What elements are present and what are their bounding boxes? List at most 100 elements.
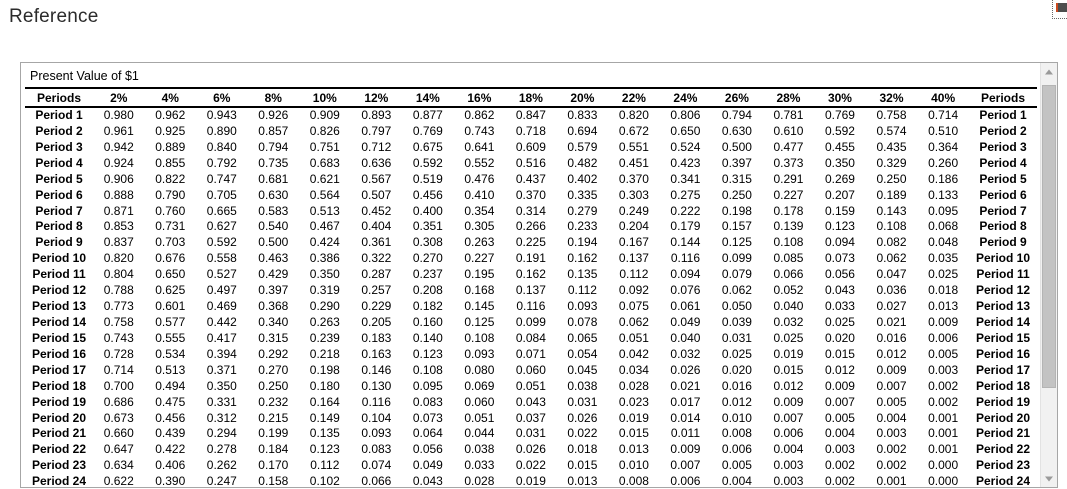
- pv-value: 0.198: [309, 362, 340, 377]
- row-label-right: Period 3: [979, 139, 1027, 154]
- pv-value: 0.018: [928, 283, 959, 298]
- pv-value: 0.164: [309, 394, 340, 409]
- table-row: Period 14 0.758 0.577 0.442 0.340 0.263 0.205 0…: [25, 315, 1037, 331]
- pv-value: 0.021: [670, 378, 701, 393]
- row-label-right: Period 4: [979, 155, 1027, 170]
- pv-value: 0.853: [103, 219, 134, 234]
- pv-value: 0.792: [206, 155, 237, 170]
- pv-value: 0.364: [928, 139, 959, 154]
- pv-value: 0.731: [155, 219, 186, 234]
- pv-value: 0.513: [309, 203, 340, 218]
- pv-value: 0.314: [515, 203, 546, 218]
- table-row: Period 20 0.673 0.456 0.312 0.215 0.149 0.104 0…: [25, 411, 1037, 427]
- pv-value: 0.083: [412, 394, 443, 409]
- pv-value: 0.636: [361, 155, 392, 170]
- pv-value: 0.006: [773, 426, 804, 441]
- pv-value: 0.092: [618, 283, 649, 298]
- pv-value: 0.564: [309, 187, 340, 202]
- pv-value: 0.199: [258, 426, 289, 441]
- pv-value: 0.018: [567, 442, 598, 457]
- pv-value: 0.728: [103, 346, 134, 361]
- pv-value: 0.085: [773, 251, 804, 266]
- row-label-left: Period 5: [35, 171, 83, 186]
- pv-value: 0.043: [412, 474, 443, 487]
- column-header-24pct: 24%: [659, 87, 712, 108]
- pv-value: 0.781: [773, 108, 804, 122]
- vertical-scrollbar[interactable]: [1040, 63, 1057, 487]
- table-row: Period 17 0.714 0.513 0.371 0.270 0.198 0.146 0…: [25, 363, 1037, 379]
- pv-value: 0.820: [618, 108, 649, 122]
- pv-value: 0.925: [155, 123, 186, 138]
- pv-value: 0.622: [103, 474, 134, 487]
- pv-value: 0.558: [206, 251, 237, 266]
- pv-value: 0.278: [206, 442, 237, 457]
- scroll-down-button[interactable]: [1041, 470, 1057, 487]
- pv-value: 0.225: [515, 235, 546, 250]
- table-scroll-area[interactable]: Present Value of $1 Periods 2% 4% 6% 8% 10% 12…: [21, 63, 1040, 487]
- pv-value: 0.847: [515, 108, 546, 122]
- pv-value: 0.184: [258, 442, 289, 457]
- pv-value: 0.233: [567, 219, 598, 234]
- pv-value: 0.007: [876, 378, 907, 393]
- pv-value: 0.074: [361, 458, 392, 473]
- pv-value: 0.718: [515, 123, 546, 138]
- pv-value: 0.650: [670, 123, 701, 138]
- pv-value: 0.047: [876, 267, 907, 282]
- pv-value: 0.125: [464, 314, 495, 329]
- pv-value: 0.056: [412, 442, 443, 457]
- pv-value: 0.034: [618, 362, 649, 377]
- scrollbar-thumb[interactable]: [1042, 85, 1056, 388]
- pv-value: 0.769: [412, 123, 443, 138]
- row-label-right: Period 14: [975, 314, 1031, 329]
- column-header-periods: Periods: [969, 87, 1037, 108]
- pv-value: 0.170: [258, 458, 289, 473]
- pv-value: 0.001: [928, 426, 959, 441]
- corner-clipped-widget[interactable]: [1052, 0, 1067, 19]
- pv-value: 0.237: [412, 267, 443, 282]
- pv-value: 0.650: [155, 267, 186, 282]
- row-label-left: Period 8: [35, 219, 83, 234]
- pv-value: 0.877: [412, 108, 443, 122]
- pv-value: 0.026: [670, 362, 701, 377]
- pv-value: 0.073: [412, 410, 443, 425]
- pv-value: 0.456: [412, 187, 443, 202]
- pv-value: 0.112: [619, 267, 649, 282]
- pv-value: 0.592: [206, 235, 237, 250]
- drag-handle-icon[interactable]: [1056, 3, 1067, 12]
- table-row: Period 1 0.980 0.962 0.943 0.926 0.909 0.893 0.…: [25, 107, 1037, 124]
- pv-value: 0.012: [721, 394, 752, 409]
- pv-value: 0.500: [258, 235, 289, 250]
- pv-value: 0.027: [876, 299, 907, 314]
- pv-value: 0.943: [206, 108, 237, 122]
- row-label-left: Period 24: [31, 474, 87, 487]
- pv-value: 0.630: [721, 123, 752, 138]
- pv-value: 0.837: [103, 235, 134, 250]
- pv-value: 0.003: [824, 442, 855, 457]
- reference-panel: Present Value of $1 Periods 2% 4% 6% 8% 10% 12…: [20, 62, 1058, 488]
- pv-value: 0.239: [309, 330, 340, 345]
- pv-value: 0.195: [464, 267, 495, 282]
- pv-value: 0.822: [155, 171, 186, 186]
- pv-value: 0.099: [515, 314, 546, 329]
- pv-value: 0.009: [824, 378, 855, 393]
- pv-value: 0.002: [928, 394, 959, 409]
- pv-value: 0.890: [206, 123, 237, 138]
- table-caption: Present Value of $1: [30, 69, 139, 83]
- pv-value: 0.257: [361, 283, 392, 298]
- pv-value: 0.305: [464, 219, 495, 234]
- pv-value: 0.888: [103, 187, 134, 202]
- pv-value: 0.191: [515, 251, 546, 266]
- row-label-left: Period 17: [31, 362, 87, 377]
- pv-value: 0.857: [258, 123, 289, 138]
- pv-value: 0.262: [206, 458, 237, 473]
- pv-value: 0.263: [464, 235, 495, 250]
- column-header-6pct: 6%: [196, 87, 248, 108]
- pv-value: 0.769: [824, 108, 855, 122]
- pv-value: 0.527: [206, 267, 237, 282]
- pv-value: 0.208: [412, 283, 443, 298]
- pv-value: 0.386: [309, 251, 340, 266]
- triangle-down-icon: [1045, 476, 1053, 481]
- row-label-left: Period 10: [31, 251, 87, 266]
- pv-value: 0.758: [103, 314, 134, 329]
- scroll-up-button[interactable]: [1041, 63, 1057, 80]
